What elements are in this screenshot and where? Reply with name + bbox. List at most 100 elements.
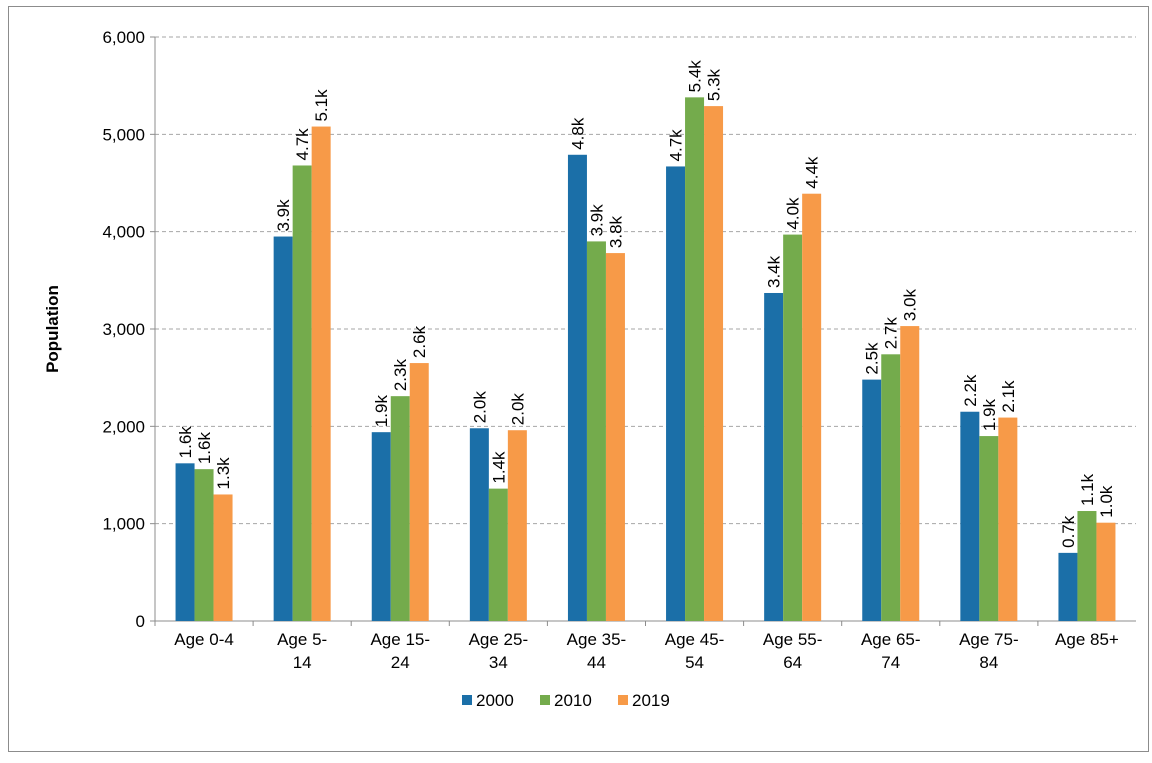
bar (469, 428, 489, 621)
y-tick-label: 5,000 (102, 125, 145, 144)
x-tick-label-line: 84 (979, 653, 998, 672)
legend-label: 2000 (476, 691, 514, 710)
data-label: 1.9k (372, 395, 391, 428)
legend-swatch (462, 695, 472, 705)
bar (881, 354, 901, 621)
data-label: 3.9k (587, 204, 606, 237)
data-label: 5.4k (686, 60, 705, 93)
bar (783, 234, 803, 621)
bar (292, 165, 312, 622)
x-tick-label: Age 25- 34 (469, 630, 529, 672)
x-tick-label: Age 45- 54 (665, 630, 725, 672)
x-tick-label: Age 85+ (1055, 630, 1119, 649)
data-label: 1.6k (176, 426, 195, 459)
data-label: 4.4k (803, 156, 822, 189)
data-label: 1.3k (214, 457, 233, 490)
x-tick-label-line: Age 25- (469, 630, 529, 649)
x-tick-label-line: 34 (489, 653, 508, 672)
data-label: 3.9k (274, 199, 293, 232)
bar (900, 326, 920, 621)
legend-swatch (540, 695, 550, 705)
bar (213, 494, 233, 621)
data-label: 2.3k (391, 359, 410, 392)
bar (605, 253, 625, 621)
bar (1058, 552, 1078, 621)
bar (507, 430, 527, 621)
y-tick-label: 2,000 (102, 417, 145, 436)
x-tick-label-line: 54 (685, 653, 704, 672)
x-tick-label-line: Age 65- (861, 630, 921, 649)
bar (371, 432, 391, 621)
data-label: 4.7k (293, 128, 312, 161)
x-tick-label-line: 24 (391, 653, 410, 672)
x-tick-label: Age 5- 14 (277, 630, 327, 672)
bar (802, 193, 822, 621)
x-tick-label-line: Age 55- (763, 630, 823, 649)
bar (586, 241, 606, 621)
y-tick-label: 3,000 (102, 320, 145, 339)
data-label: 4.8k (568, 117, 587, 150)
legend-label: 2019 (632, 691, 670, 710)
bar (311, 126, 331, 622)
bar (488, 488, 508, 621)
y-tick-label: 6,000 (102, 28, 145, 47)
bar (666, 166, 686, 621)
y-tick-label: 1,000 (102, 515, 145, 534)
data-label: 1.4k (489, 451, 508, 484)
y-axis-title: Population (43, 285, 62, 373)
bar (1077, 511, 1097, 621)
x-tick-label-line: Age 5- (277, 630, 327, 649)
x-tick-label-line: Age 45- (665, 630, 725, 649)
x-tick-label-line: 64 (783, 653, 802, 672)
x-tick-label-line: 44 (587, 653, 606, 672)
data-label: 2.7k (882, 317, 901, 350)
x-tick-label-line: 74 (881, 653, 900, 672)
data-label: 2.6k (410, 325, 429, 358)
x-tick-label-line: Age 35- (567, 630, 627, 649)
bar (764, 292, 784, 621)
bar (409, 363, 429, 621)
data-label: 2.1k (999, 380, 1018, 413)
data-label: 3.8k (606, 215, 625, 248)
data-label: 2.5k (863, 342, 882, 375)
data-label: 1.6k (195, 432, 214, 465)
data-label: 2.0k (508, 393, 527, 426)
x-tick-label: Age 35- 44 (567, 630, 627, 672)
data-label: 3.4k (765, 255, 784, 288)
data-label: 1.0k (1097, 485, 1116, 518)
bar (390, 396, 410, 621)
bar (175, 463, 195, 621)
data-label: 2.0k (470, 391, 489, 424)
bar (685, 97, 705, 621)
bar (1096, 522, 1116, 621)
bar (704, 106, 724, 621)
x-tick-label-line: 14 (293, 653, 312, 672)
data-label: 5.1k (312, 89, 331, 122)
bar (960, 411, 980, 621)
x-tick-label-line: Age 75- (959, 630, 1019, 649)
bar (862, 379, 882, 621)
data-label: 2.2k (961, 374, 980, 407)
bar (194, 469, 214, 621)
bar (979, 436, 999, 621)
x-tick-label: Age 75- 84 (959, 630, 1019, 672)
data-label: 4.7k (667, 129, 686, 162)
x-tick-label: Age 15- 24 (370, 630, 430, 672)
bar (273, 236, 293, 622)
x-tick-label-line: Age 15- (370, 630, 430, 649)
x-tick-label: Age 55- 64 (763, 630, 823, 672)
x-tick-label: Age 65- 74 (861, 630, 921, 672)
data-label: 1.9k (980, 398, 999, 431)
data-label: 3.0k (901, 288, 920, 321)
data-label: 5.3k (705, 68, 724, 101)
data-label: 0.7k (1059, 515, 1078, 548)
legend-swatch (618, 695, 628, 705)
y-tick-label: 0 (136, 612, 145, 631)
legend-label: 2010 (554, 691, 592, 710)
bar (998, 417, 1018, 621)
data-label: 4.0k (784, 197, 803, 230)
data-label: 1.1k (1078, 473, 1097, 506)
bar (567, 154, 587, 622)
x-tick-label: Age 0-4 (174, 630, 234, 649)
